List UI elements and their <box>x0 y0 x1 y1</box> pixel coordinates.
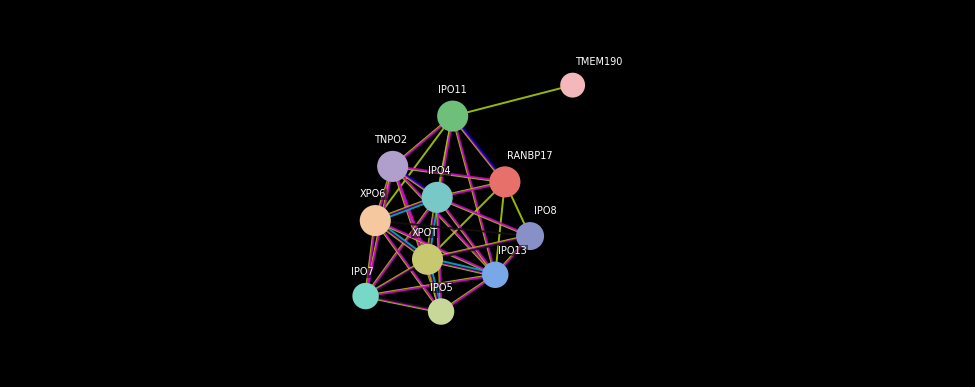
Text: IPO11: IPO11 <box>439 85 467 95</box>
Circle shape <box>422 183 451 212</box>
Text: IPO4: IPO4 <box>428 166 450 176</box>
Text: IPO5: IPO5 <box>430 283 452 293</box>
Circle shape <box>378 152 408 181</box>
Circle shape <box>361 206 390 235</box>
Circle shape <box>438 101 467 131</box>
Circle shape <box>483 262 508 287</box>
Text: TNPO2: TNPO2 <box>374 135 408 145</box>
Text: IPO7: IPO7 <box>351 267 373 277</box>
Circle shape <box>412 245 443 274</box>
Text: XPO6: XPO6 <box>360 189 386 199</box>
Circle shape <box>490 167 520 197</box>
Text: RANBP17: RANBP17 <box>507 151 553 161</box>
Circle shape <box>353 284 378 308</box>
Circle shape <box>429 299 453 324</box>
Text: IPO13: IPO13 <box>498 246 527 256</box>
Circle shape <box>561 74 584 97</box>
Text: IPO8: IPO8 <box>534 206 557 216</box>
Text: TMEM190: TMEM190 <box>574 57 622 67</box>
Text: XPOT: XPOT <box>411 228 438 238</box>
Circle shape <box>517 223 543 249</box>
